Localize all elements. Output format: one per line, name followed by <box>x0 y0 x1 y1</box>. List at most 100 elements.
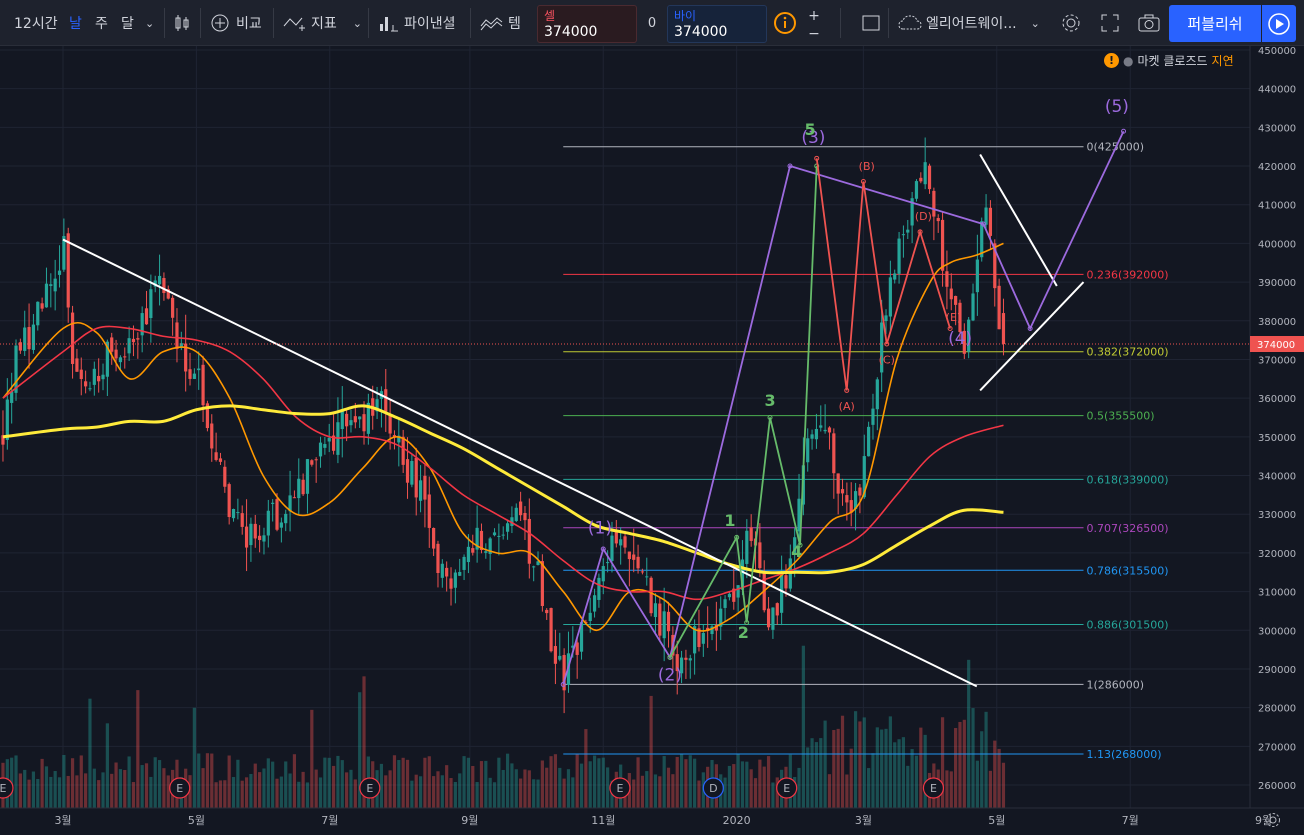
candle-body <box>527 518 531 564</box>
candle-body <box>958 302 962 332</box>
candle-body <box>710 626 714 635</box>
snapshot-button[interactable] <box>1138 0 1160 46</box>
volume-bar <box>814 742 819 808</box>
candle-body <box>157 275 162 285</box>
candle-body <box>532 566 536 568</box>
wave-point <box>767 415 773 420</box>
candle-body <box>358 416 362 420</box>
chevron-down-icon[interactable]: ⌄ <box>145 16 155 30</box>
event-marker-label: E <box>0 782 6 795</box>
volume-bar <box>949 771 953 808</box>
candle-body <box>684 657 688 660</box>
wave-label: (2) <box>658 666 682 686</box>
candle-body <box>867 426 871 457</box>
candle-body <box>962 330 966 354</box>
chart-style-button[interactable] <box>173 0 191 46</box>
period-day-button[interactable]: 날 <box>69 0 82 46</box>
wave-point <box>980 221 986 227</box>
volume-bar <box>536 779 540 808</box>
candle-body <box>362 414 366 432</box>
fullscreen-button[interactable] <box>1100 0 1120 46</box>
candle-body <box>153 280 157 287</box>
price-tick-label: 300000 <box>1258 626 1296 637</box>
candle-body <box>410 460 414 485</box>
candle-body <box>758 542 762 569</box>
candle-body <box>858 487 862 496</box>
candle-body <box>997 285 1001 330</box>
candle-body <box>880 322 884 373</box>
volume-bar <box>954 728 958 808</box>
candle-body <box>749 527 753 541</box>
spread-value: 0 <box>638 5 666 43</box>
templates-button[interactable]: 템 <box>480 0 521 46</box>
publish-label: 퍼블리쉬 <box>1187 15 1243 33</box>
fib-level-label: 1.13(268000) <box>1087 748 1162 761</box>
candle-body <box>418 480 423 501</box>
volume-bar <box>849 748 853 808</box>
candle-body <box>144 308 149 325</box>
candle-body <box>214 452 218 460</box>
time-axis: 3월 5월 7월 9월 11월 2020 3월 5월 7월 9월 <box>0 807 1304 835</box>
period-month-button[interactable]: 달 <box>121 0 134 46</box>
volume-bar <box>1001 762 1006 808</box>
price-tick-label: 380000 <box>1258 317 1296 328</box>
layout-name: 엘리어트웨이... <box>926 16 1017 32</box>
financials-button[interactable]: 파이낸셜 <box>378 0 456 46</box>
volume-bar <box>553 754 558 808</box>
delay-badge: 지연 <box>1211 54 1234 68</box>
quantity-minus-button[interactable]: − <box>804 26 824 43</box>
order-info-button[interactable] <box>773 0 797 46</box>
gear-icon <box>1062 14 1080 32</box>
volume-bar <box>240 780 244 808</box>
candle-body <box>545 609 549 614</box>
indicators-button[interactable]: 지표 ⌄ <box>283 0 362 46</box>
sell-button[interactable]: 셀 374000 <box>537 5 637 43</box>
price-tick-label: 280000 <box>1258 704 1296 715</box>
volume-bar <box>479 761 484 808</box>
replay-button[interactable] <box>1262 5 1296 42</box>
candle-body <box>84 381 88 387</box>
candle-body <box>592 595 597 612</box>
candle-body <box>253 523 257 539</box>
candle-body <box>327 437 331 442</box>
event-marker-label: E <box>783 782 790 795</box>
toolbar-divider <box>888 8 889 38</box>
price-tick-label: 270000 <box>1258 742 1296 753</box>
volume-bar <box>649 695 653 808</box>
buy-button[interactable]: 바이 374000 <box>667 5 767 43</box>
volume-bar <box>505 753 510 808</box>
fullscreen-toggle-button[interactable] <box>861 0 881 46</box>
wave-label: 5 <box>804 120 815 139</box>
period-week-button[interactable]: 주 <box>95 0 108 46</box>
publish-button[interactable]: 퍼블리쉬 <box>1169 5 1261 42</box>
candle-body <box>266 510 270 536</box>
volume-bar <box>897 739 901 808</box>
volume-bar <box>418 776 423 808</box>
candle-body <box>627 551 631 560</box>
settings-button[interactable] <box>1060 0 1082 46</box>
candle-body <box>980 221 984 258</box>
compare-button[interactable]: 비교 <box>210 0 262 46</box>
interval-button[interactable]: 12시간 <box>14 0 58 46</box>
moving-average-line <box>2 325 1004 601</box>
candle-body <box>723 599 727 608</box>
candle-body <box>192 373 196 379</box>
candle-body <box>40 303 44 309</box>
price-tick-label: 320000 <box>1258 549 1296 560</box>
candle-body <box>127 338 131 354</box>
play-icon <box>1268 12 1290 35</box>
volume-bar <box>853 711 858 808</box>
candle-body <box>819 425 823 428</box>
layout-save-button[interactable]: 엘리어트웨이... ⌄ <box>898 0 1040 46</box>
volume-bar <box>223 780 227 808</box>
time-tick-label: 5월 <box>988 814 1005 827</box>
volume-bar <box>940 717 945 808</box>
quantity-plus-button[interactable]: + <box>804 8 824 25</box>
candle-body <box>279 522 283 528</box>
candle-body <box>79 369 83 380</box>
wave-label: (5) <box>1105 97 1129 117</box>
candle-body <box>975 259 979 293</box>
candle-body <box>836 473 840 494</box>
volume-bar <box>258 772 262 808</box>
